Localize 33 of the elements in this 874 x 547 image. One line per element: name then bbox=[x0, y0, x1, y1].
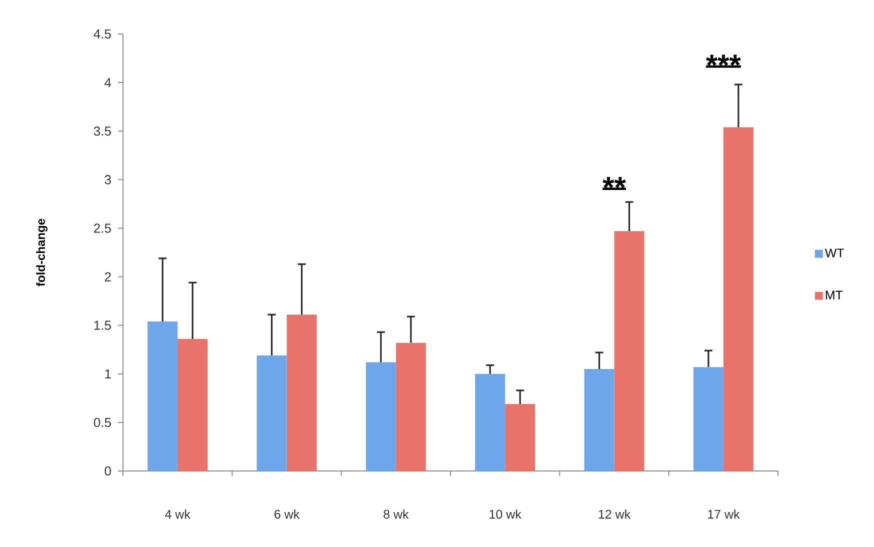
y-tick-label: 0 bbox=[104, 466, 111, 476]
y-tick-label: 1 bbox=[105, 369, 111, 378]
bar bbox=[366, 362, 396, 471]
bar bbox=[178, 338, 208, 471]
y-tick-label: 3 bbox=[104, 175, 111, 184]
x-tick-label: 12 wk bbox=[598, 510, 631, 519]
x-tick-label: 10 wk bbox=[490, 510, 522, 519]
bar bbox=[286, 314, 317, 471]
y-tick-label: 0.5 bbox=[94, 418, 111, 428]
x-tick-label: 6 wk bbox=[274, 510, 300, 519]
bar bbox=[396, 342, 426, 471]
y-tick-label: 1.5 bbox=[94, 320, 111, 330]
y-tick-label: 4 bbox=[104, 78, 112, 88]
y-tick-label: 4.5 bbox=[94, 29, 111, 39]
bar bbox=[505, 404, 536, 471]
y-tick-label: 3.5 bbox=[94, 126, 111, 136]
x-tick-label: 8 wk bbox=[384, 510, 409, 519]
x-tick-label: 4 wk bbox=[165, 510, 190, 519]
legend-label: WT bbox=[824, 248, 844, 258]
bar bbox=[584, 369, 614, 471]
legend-label: MT bbox=[826, 290, 843, 300]
annotation: ** bbox=[602, 176, 626, 188]
bar bbox=[723, 127, 754, 471]
y-axis-title: fold-change bbox=[36, 218, 48, 286]
annotation: *** bbox=[706, 54, 741, 66]
bar bbox=[256, 355, 287, 471]
bar bbox=[693, 367, 724, 471]
bar bbox=[148, 321, 178, 471]
y-tick-label: 2 bbox=[104, 272, 111, 282]
bar bbox=[475, 374, 506, 471]
y-tick-label: 2.5 bbox=[94, 224, 111, 233]
x-tick-label: 17 wk bbox=[708, 510, 740, 519]
bar bbox=[614, 231, 644, 471]
